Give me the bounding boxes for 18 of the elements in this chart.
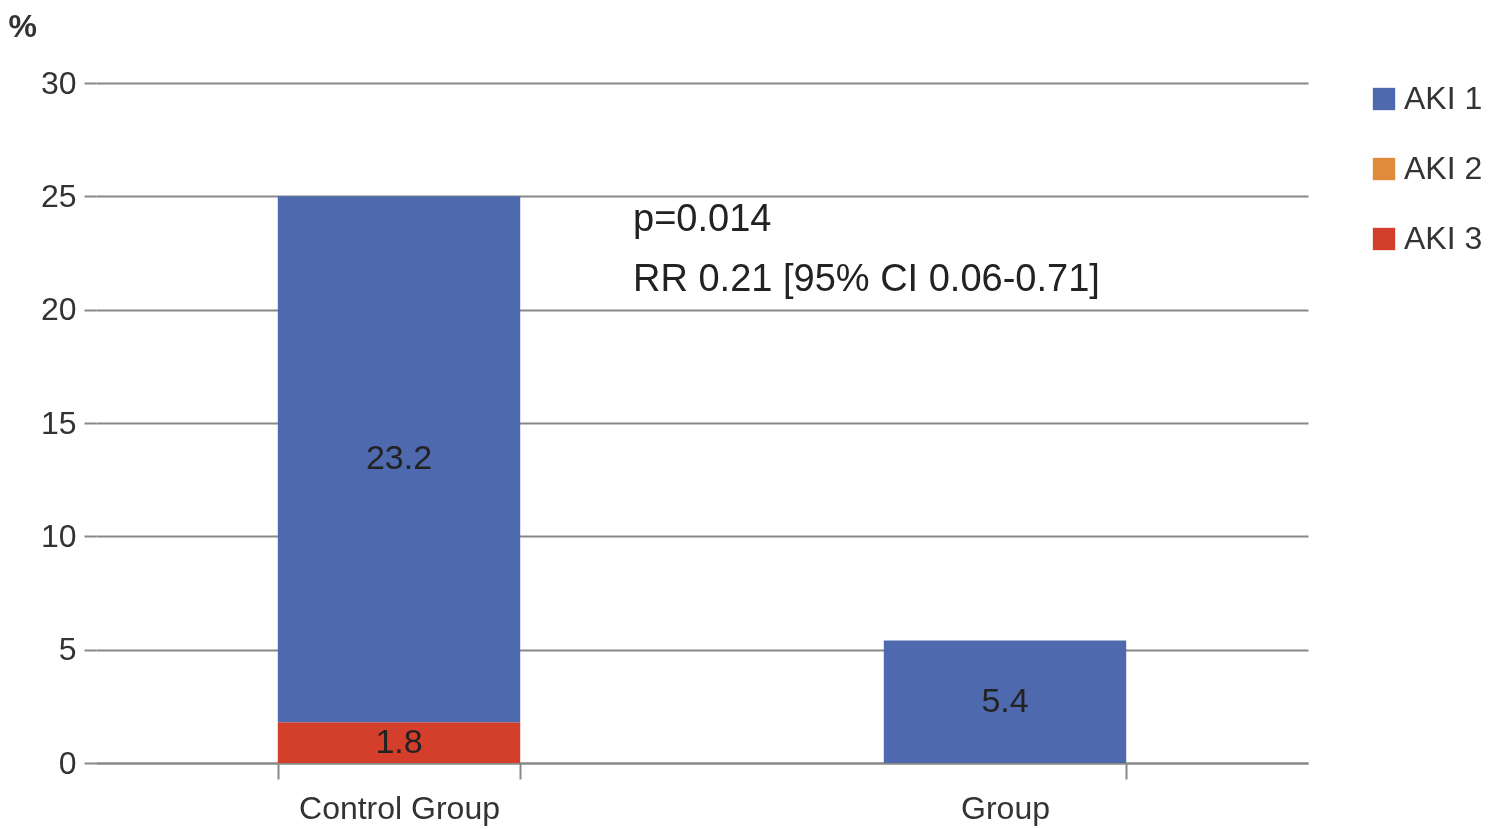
- legend-label: AKI 3: [1404, 220, 1483, 256]
- x-tick-label: Control Group: [299, 789, 500, 826]
- y-tick-label: 5: [58, 631, 77, 668]
- y-tick-label: 15: [40, 404, 77, 441]
- data-label: 5.4: [981, 680, 1029, 719]
- legend-label: AKI 1: [1404, 80, 1483, 116]
- annotation: p=0.014: [633, 197, 772, 239]
- data-label: 1.8: [375, 721, 423, 760]
- y-tick-label: 30: [40, 64, 77, 101]
- annotation: RR 0.21 [95% CI 0.06-0.71]: [633, 257, 1100, 299]
- y-axis-title: %: [8, 7, 37, 44]
- y-tick-label: 10: [40, 517, 77, 554]
- legend-label: AKI 2: [1404, 150, 1483, 186]
- x-tick-label: Group: [961, 789, 1050, 826]
- y-tick-label: 20: [40, 291, 77, 328]
- y-tick-label: 25: [40, 177, 77, 214]
- y-tick-label: 0: [58, 744, 77, 781]
- data-label: 23.2: [365, 438, 433, 477]
